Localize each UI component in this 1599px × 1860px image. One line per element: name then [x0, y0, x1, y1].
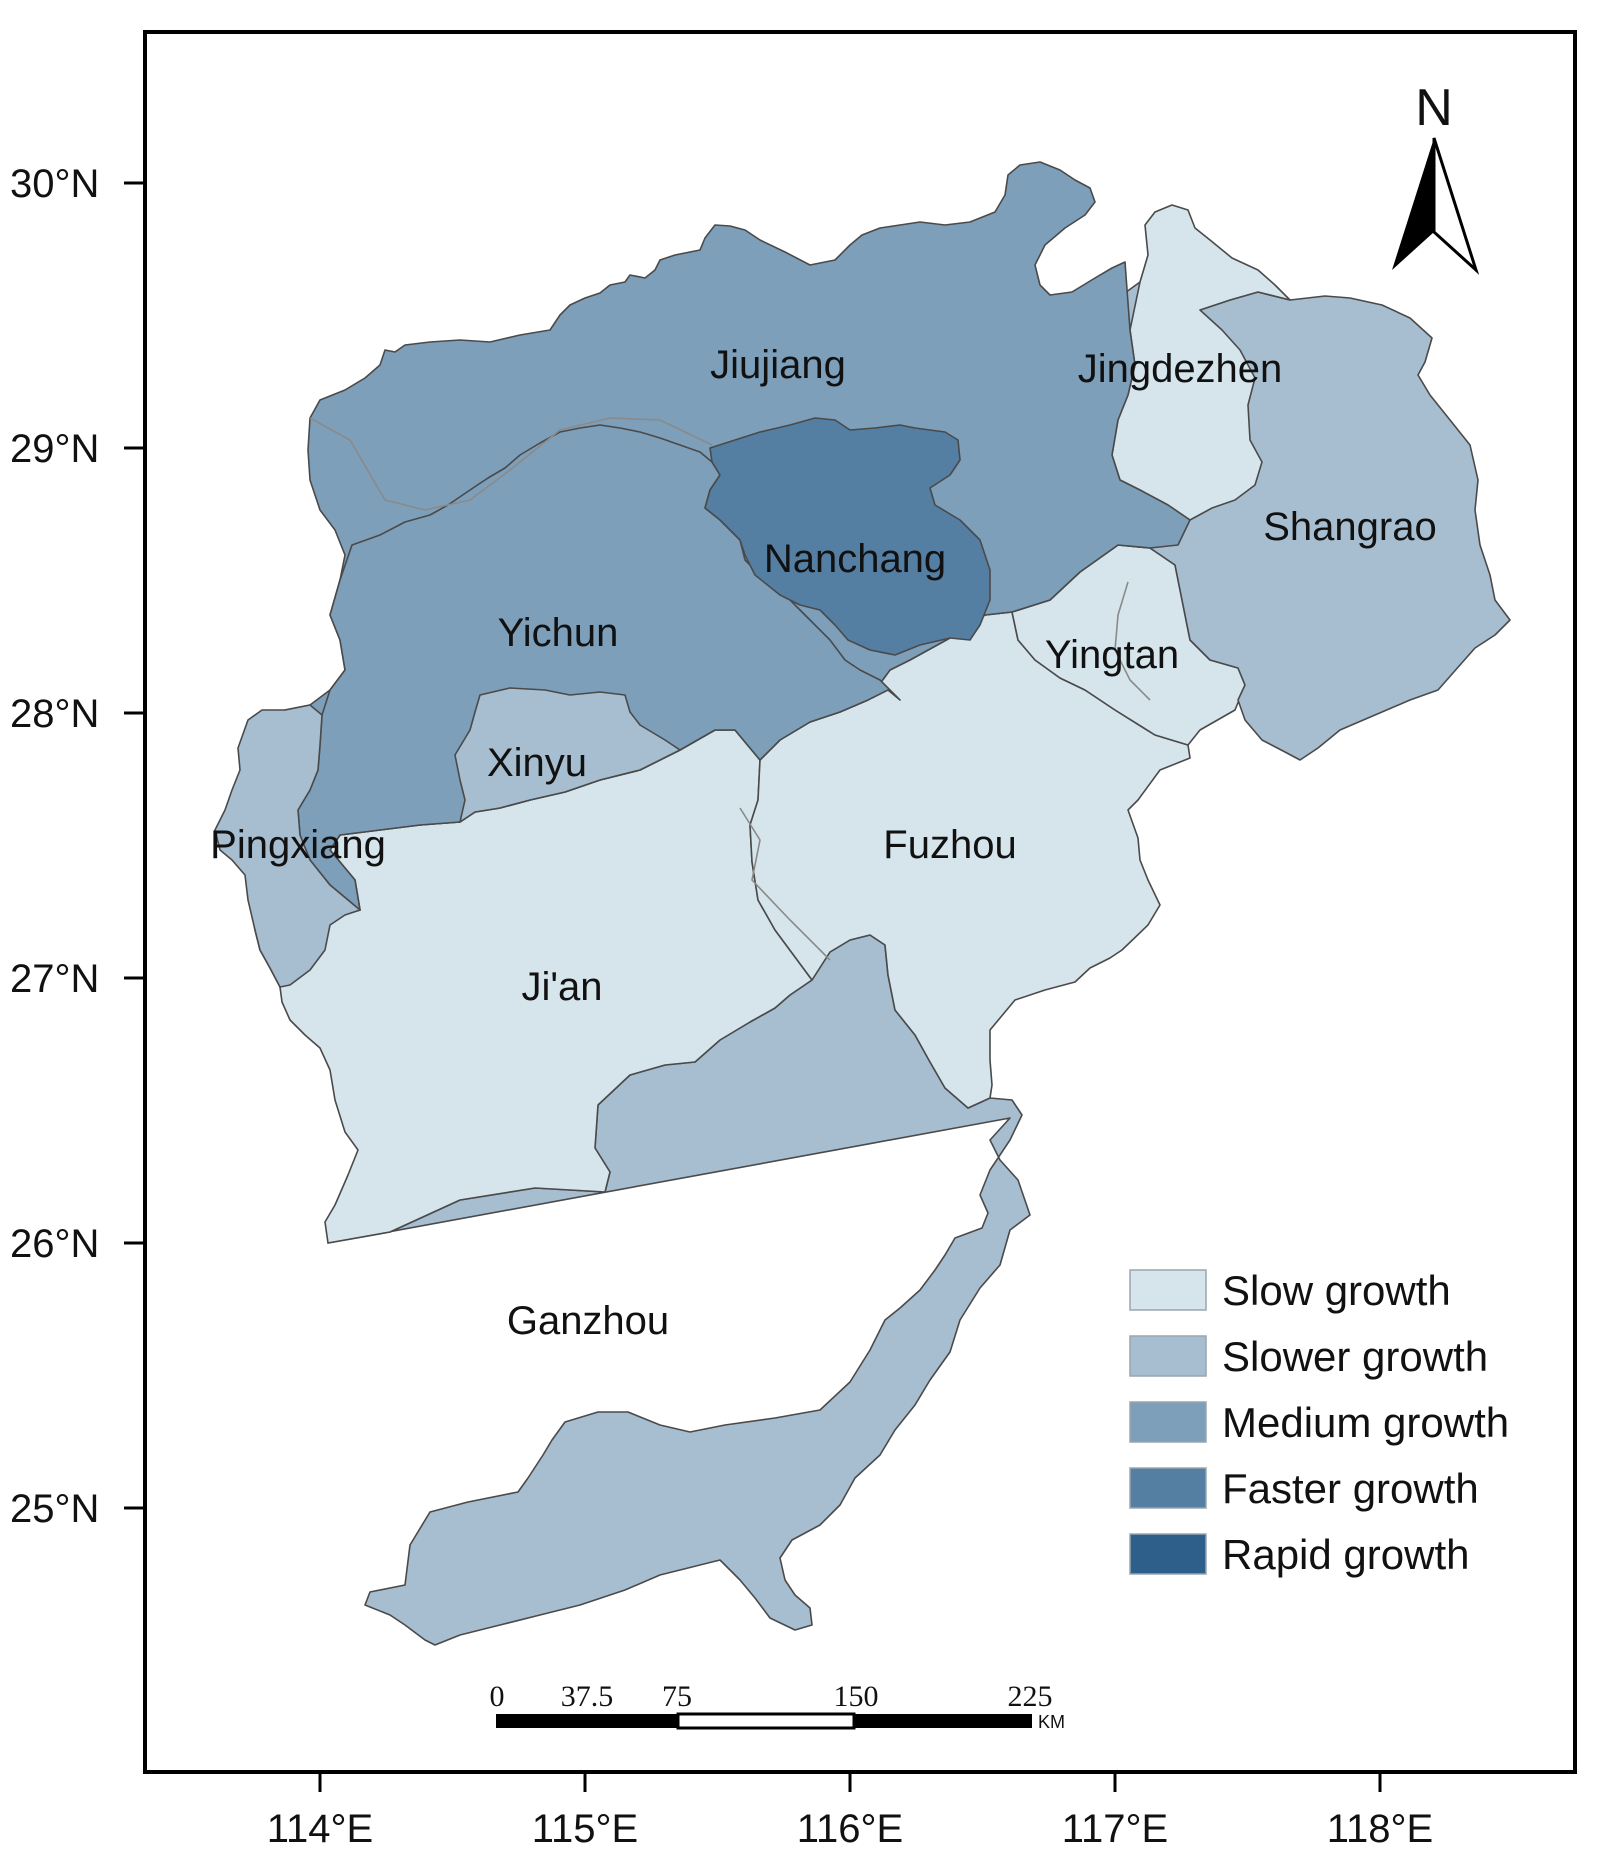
lon-tick-label: 114°E — [267, 1807, 373, 1851]
region-label-yingtan: Yingtan — [1045, 633, 1179, 677]
legend-swatch — [1129, 1533, 1207, 1575]
region-pingxiang[interactable] — [214, 704, 361, 988]
lon-tick-label: 118°E — [1327, 1807, 1433, 1851]
inner-border — [739, 807, 831, 961]
region-label-jingdezhen: Jingdezhen — [1078, 347, 1283, 391]
legend-swatch — [1129, 1335, 1207, 1377]
north-arrow-icon — [1432, 137, 1480, 275]
lon-tick-label: 116°E — [797, 1807, 903, 1851]
lat-tick-label: 30°N — [10, 162, 99, 206]
region-label-jiujiang: Jiujiang — [710, 343, 846, 387]
lat-tick-label: 28°N — [10, 692, 99, 736]
region-nanchang[interactable] — [704, 417, 991, 656]
scale-bar: 0 37.5 75 150 225 KM — [490, 1680, 1066, 1732]
region-xinyu[interactable] — [454, 687, 681, 823]
legend-swatch — [1129, 1401, 1207, 1443]
lat-tick-label: 29°N — [10, 427, 99, 471]
legend-label: Slow growth — [1222, 1267, 1451, 1314]
region-labels: Jiujiang Jingdezhen Shangrao Nanchang Yi… — [210, 343, 1437, 1343]
legend-label: Medium growth — [1222, 1399, 1509, 1446]
regions — [214, 161, 1511, 1646]
scale-bar-segment — [854, 1714, 1032, 1728]
legend: Slow growth Slower growth Medium growth … — [1129, 1267, 1509, 1578]
region-label-yichun: Yichun — [498, 611, 619, 655]
inner-border — [1114, 581, 1151, 701]
region-label-xinyu: Xinyu — [487, 741, 587, 785]
inner-border — [309, 417, 713, 511]
scale-bar-segment — [676, 1712, 856, 1730]
legend-label: Faster growth — [1222, 1465, 1479, 1512]
scale-bar-segment — [496, 1714, 678, 1728]
scale-bar-tick: 150 — [834, 1680, 879, 1713]
lat-axis: 30°N 29°N 28°N 27°N 26°N 25°N — [10, 162, 145, 1531]
north-arrow: N — [1392, 79, 1480, 275]
region-label-jian: Ji'an — [521, 965, 602, 1009]
scale-bar-unit: KM — [1038, 1712, 1065, 1732]
lon-axis: 114°E 115°E 116°E 117°E 118°E — [267, 1772, 1433, 1851]
scale-bar-tick: 75 — [662, 1680, 692, 1713]
lat-tick-label: 27°N — [10, 957, 99, 1001]
region-label-ganzhou: Ganzhou — [507, 1299, 669, 1343]
region-label-fuzhou: Fuzhou — [883, 823, 1016, 867]
legend-swatch — [1129, 1269, 1207, 1311]
legend-label: Rapid growth — [1222, 1531, 1469, 1578]
scale-bar-tick: 0 — [490, 1680, 505, 1713]
legend-label: Slower growth — [1222, 1333, 1488, 1380]
north-arrow-label: N — [1415, 79, 1453, 137]
scale-bar-tick: 37.5 — [561, 1680, 614, 1713]
north-arrow-icon — [1392, 138, 1434, 270]
lat-tick-label: 26°N — [10, 1222, 99, 1266]
lon-tick-label: 115°E — [532, 1807, 638, 1851]
lon-tick-label: 117°E — [1062, 1807, 1168, 1851]
region-label-shangrao: Shangrao — [1263, 505, 1436, 549]
region-label-nanchang: Nanchang — [764, 537, 946, 581]
lat-tick-label: 25°N — [10, 1487, 99, 1531]
legend-swatch — [1129, 1467, 1207, 1509]
region-label-pingxiang: Pingxiang — [210, 823, 386, 867]
scale-bar-tick: 225 — [1008, 1680, 1053, 1713]
